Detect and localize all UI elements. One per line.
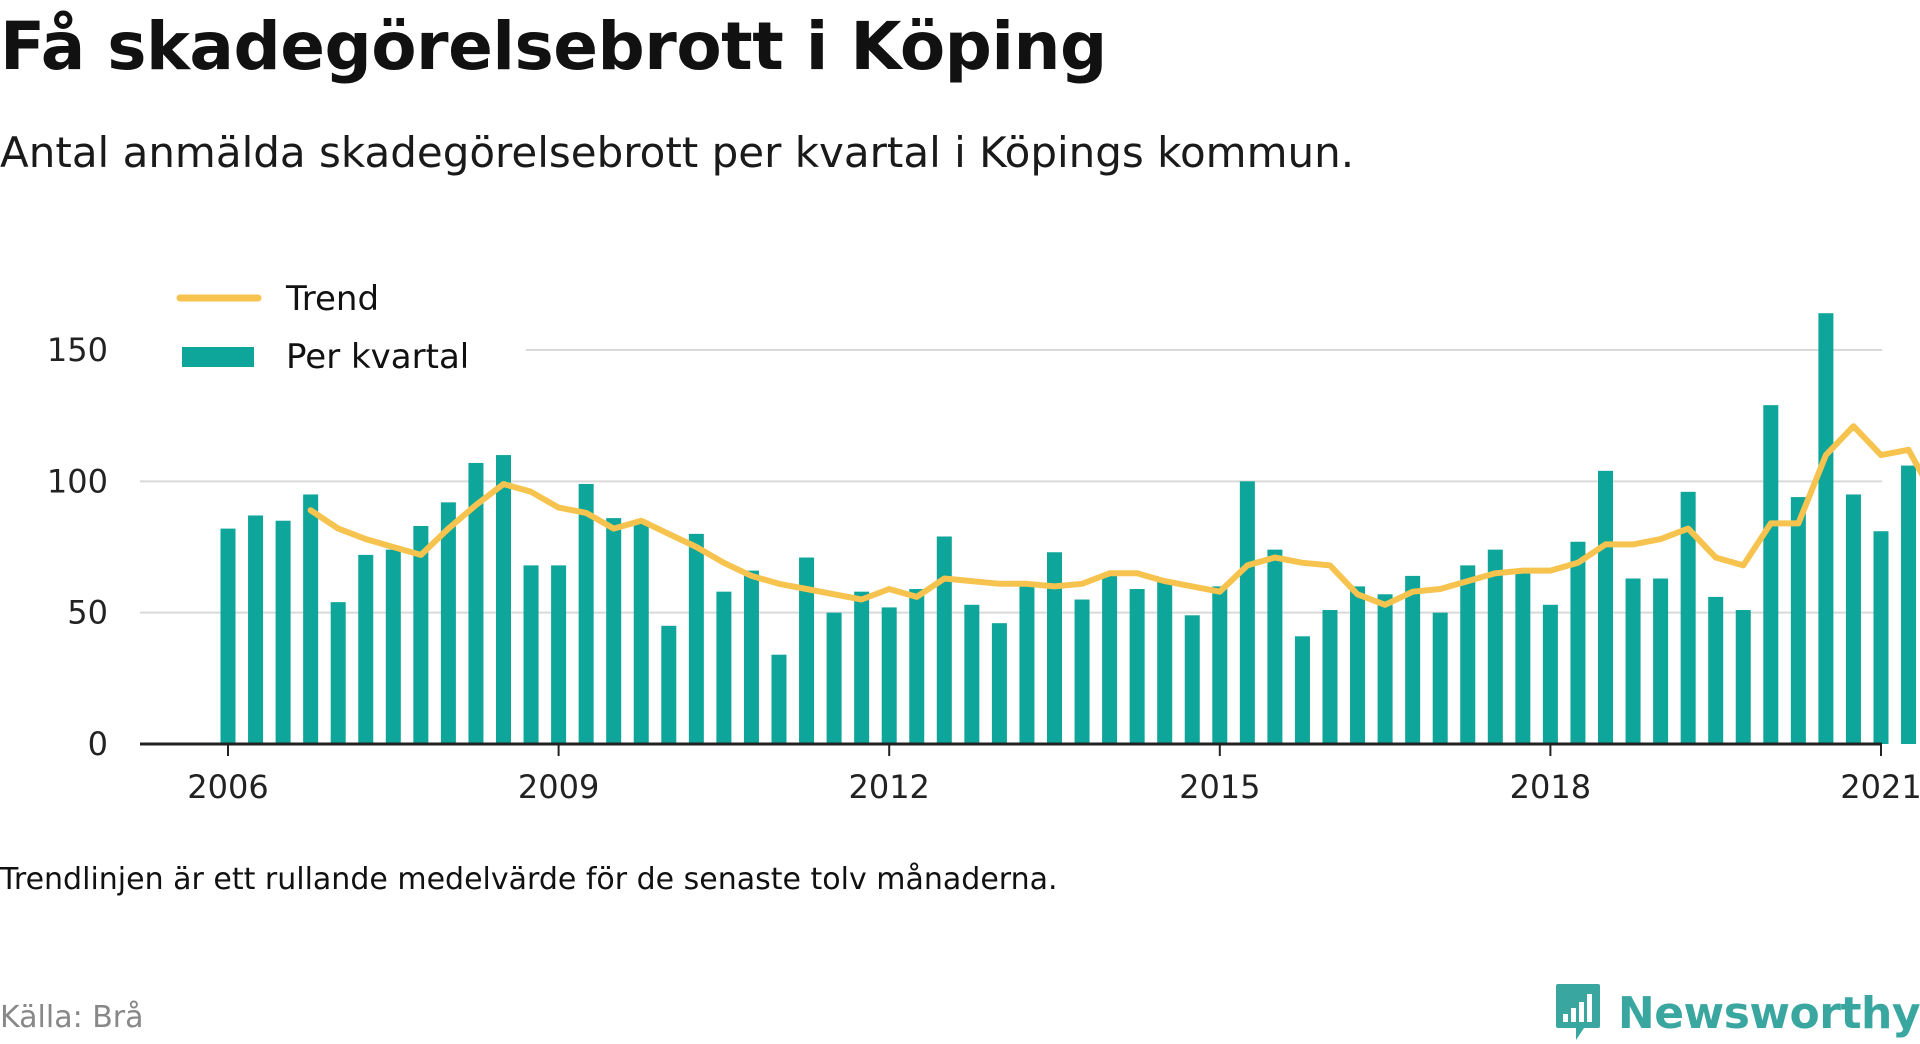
bar [358, 555, 373, 744]
x-tick-label: 2018 [1510, 768, 1591, 806]
bar [992, 623, 1007, 744]
bar [1598, 471, 1613, 744]
bar [1130, 589, 1145, 744]
brand: Newsworthy [1554, 982, 1920, 1044]
bar [579, 484, 594, 744]
bar [551, 565, 566, 744]
y-tick-label: 150 [47, 331, 108, 369]
bar [1019, 584, 1034, 744]
footnote: Trendlinjen är ett rullande medelvärde f… [0, 862, 1058, 897]
bar [331, 602, 346, 744]
y-tick-label: 100 [47, 462, 108, 500]
bar [1570, 542, 1585, 744]
bar [1791, 497, 1806, 744]
bar [1626, 579, 1641, 744]
bar [606, 518, 621, 744]
bar [1157, 581, 1172, 744]
bar [1295, 636, 1310, 744]
bar [1708, 597, 1723, 744]
legend: Trend Per kvartal [140, 279, 526, 386]
x-tick-label: 2009 [518, 768, 599, 806]
bar [1185, 615, 1200, 744]
bar [248, 515, 263, 744]
x-tick-label: 2012 [848, 768, 929, 806]
bar [1075, 600, 1090, 744]
bar [882, 607, 897, 744]
bar [1460, 565, 1475, 744]
bar [386, 550, 401, 744]
bar [1102, 573, 1117, 744]
bar [1543, 605, 1558, 744]
bar [716, 592, 731, 744]
gridlines [140, 350, 1882, 613]
source-text: Källa: Brå [0, 1000, 144, 1035]
y-axis-labels: 0 50 100 150 [47, 331, 108, 763]
bar [1405, 576, 1420, 744]
y-tick-label: 50 [67, 594, 108, 632]
bar [1433, 613, 1448, 744]
bar [661, 626, 676, 744]
bar-chart-speech-bubble-icon [1554, 982, 1602, 1044]
chart-title: Få skadegörelsebrott i Köping [0, 8, 1107, 85]
bar [1267, 550, 1282, 744]
x-tick-label: 2015 [1179, 768, 1260, 806]
bar [1763, 405, 1778, 744]
x-tick-label: 2006 [187, 768, 268, 806]
bar [221, 529, 236, 744]
bar [1653, 579, 1668, 744]
x-axis-ticks: 2006200920122015201820212023 [187, 744, 1920, 806]
chart-subtitle: Antal anmälda skadegörelsebrott per kvar… [0, 128, 1354, 177]
bar [1515, 571, 1530, 744]
bar [1323, 610, 1338, 744]
legend-trend-label: Trend [285, 279, 379, 319]
bar [1736, 610, 1751, 744]
bar [441, 502, 456, 744]
brand-name: Newsworthy [1618, 988, 1920, 1039]
bar [1901, 466, 1916, 744]
bar [276, 521, 291, 744]
y-tick-label: 0 [88, 725, 108, 763]
bar [1378, 594, 1393, 744]
bar [1212, 586, 1227, 744]
bar [1047, 552, 1062, 744]
bar [1846, 494, 1861, 744]
bar [303, 494, 318, 744]
bar [772, 655, 787, 744]
x-tick-label: 2021 [1840, 768, 1920, 806]
bar [496, 455, 511, 744]
legend-bars-swatch [182, 347, 254, 367]
bar [1240, 481, 1255, 744]
bar [1350, 586, 1365, 744]
bar [964, 605, 979, 744]
bar [854, 592, 869, 744]
bar [413, 526, 428, 744]
bar [1818, 313, 1833, 744]
bar [827, 613, 842, 744]
bar [689, 534, 704, 744]
legend-bars-label: Per kvartal [286, 337, 469, 377]
bar [744, 571, 759, 744]
bar [1488, 550, 1503, 744]
bar [1874, 531, 1889, 744]
bar [634, 521, 649, 744]
bar [909, 589, 924, 744]
bar [937, 536, 952, 744]
bar [524, 565, 539, 744]
